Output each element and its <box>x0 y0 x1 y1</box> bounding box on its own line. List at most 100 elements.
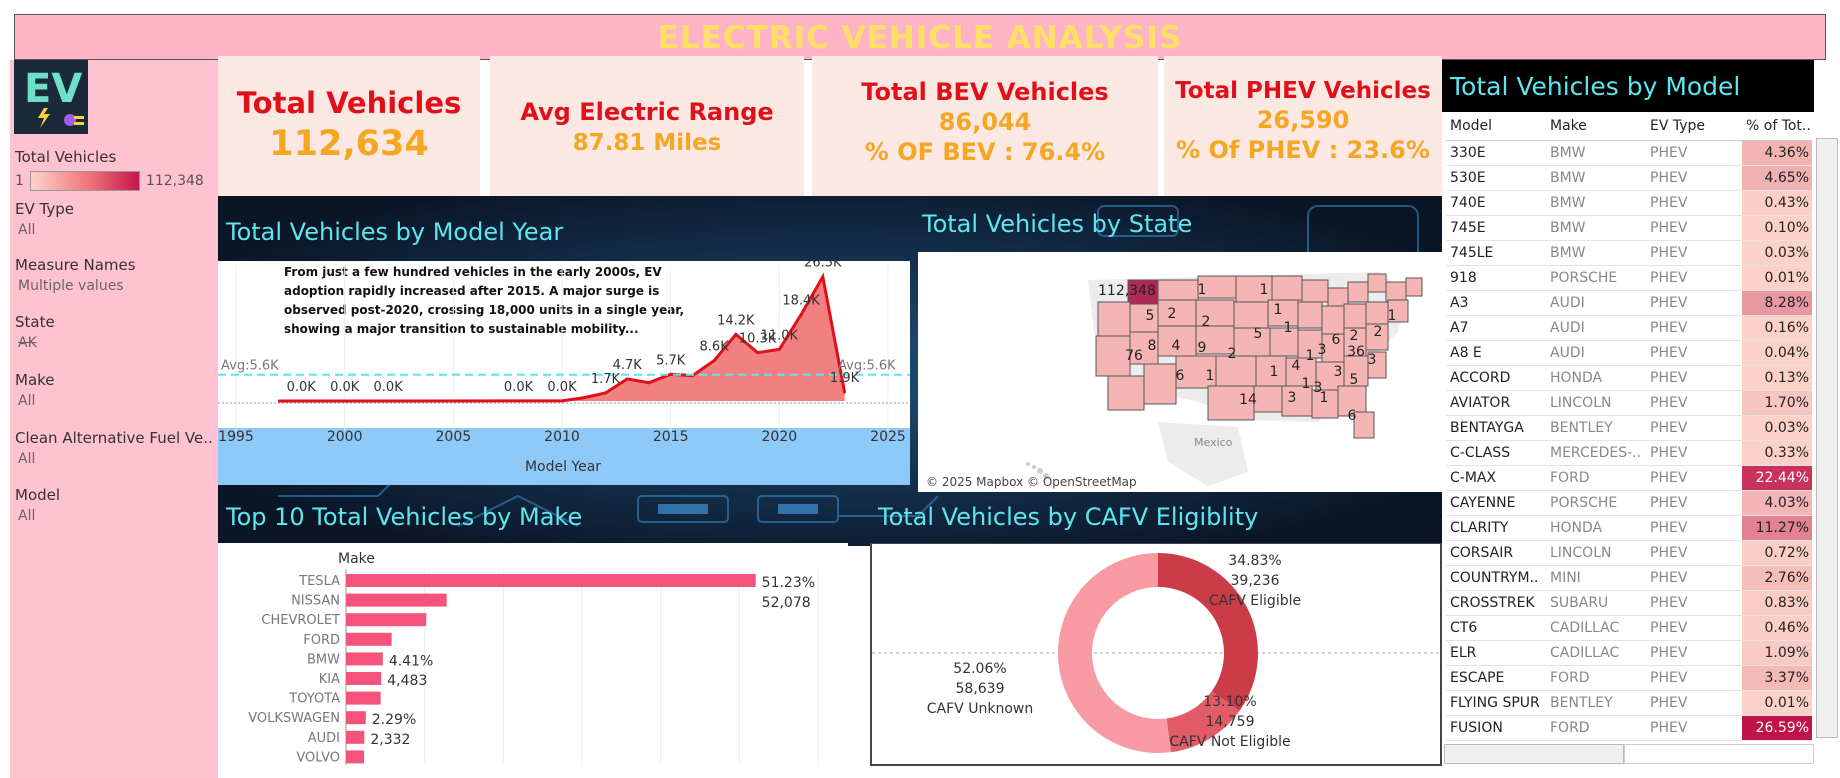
state-shape[interactable] <box>1207 385 1255 421</box>
state-shape[interactable] <box>1321 305 1345 335</box>
filter-measure-names-value[interactable]: Multiple values <box>18 278 124 294</box>
col-model[interactable]: Model <box>1446 113 1546 141</box>
make-bar[interactable] <box>346 593 447 607</box>
make-bar[interactable] <box>346 613 427 627</box>
table-horizontal-scroll-track[interactable] <box>1624 744 1814 764</box>
make-bar[interactable] <box>346 652 383 666</box>
table-row[interactable]: CLARITY HONDA PHEV 11.27% <box>1446 515 1812 541</box>
state-shape[interactable] <box>1281 385 1313 417</box>
state-shape[interactable] <box>1285 357 1317 387</box>
year-point[interactable] <box>603 391 607 395</box>
filter-ev-type-value[interactable]: All <box>18 222 36 238</box>
filter-total-vehicles[interactable]: Total Vehicles 1 112,348 <box>15 148 204 191</box>
make-bar[interactable] <box>346 691 381 705</box>
state-shape[interactable] <box>1343 303 1367 329</box>
state-shape[interactable] <box>1365 301 1389 327</box>
year-point[interactable] <box>408 399 412 403</box>
table-vertical-scrollbar[interactable] <box>1816 138 1838 738</box>
state-shape[interactable] <box>1367 351 1387 379</box>
table-row[interactable]: C-CLASS MERCEDES-.. PHEV 0.33% <box>1446 440 1812 466</box>
table-row[interactable]: CROSSTREK SUBARU PHEV 0.83% <box>1446 590 1812 616</box>
state-shape[interactable] <box>1095 335 1131 377</box>
state-shape[interactable] <box>1347 281 1369 303</box>
table-row[interactable]: CT6 CADILLAC PHEV 0.46% <box>1446 615 1812 641</box>
state-shape[interactable] <box>1157 279 1199 301</box>
state-shape[interactable] <box>1353 411 1375 439</box>
cafv-slice[interactable] <box>1166 691 1240 753</box>
state-shape[interactable] <box>1385 281 1407 303</box>
year-point[interactable] <box>647 381 651 385</box>
col-ev-type[interactable]: EV Type <box>1646 113 1742 141</box>
year-point[interactable] <box>843 390 847 394</box>
year-point[interactable] <box>712 359 716 363</box>
table-row[interactable]: 745E BMW PHEV 0.10% <box>1446 215 1812 241</box>
state-shape[interactable] <box>1271 275 1303 301</box>
year-point[interactable] <box>321 399 325 403</box>
filter-state[interactable]: State AK <box>15 313 55 351</box>
cafv-slice[interactable] <box>1158 553 1258 711</box>
state-shape[interactable] <box>1343 355 1369 387</box>
make-bar[interactable] <box>346 672 382 685</box>
table-row[interactable]: 745LE BMW PHEV 0.03% <box>1446 240 1812 266</box>
year-point[interactable] <box>560 399 564 403</box>
table-row[interactable]: ELR CADILLAC PHEV 1.09% <box>1446 640 1812 666</box>
year-point[interactable] <box>669 372 673 376</box>
filter-measure-names[interactable]: Measure Names Multiple values <box>15 256 136 294</box>
col-pct-total[interactable]: % of Tot.. <box>1742 113 1812 141</box>
make-bar[interactable] <box>346 574 756 587</box>
filter-cafv-value[interactable]: All <box>18 451 36 467</box>
filter-model[interactable]: Model All <box>15 486 60 524</box>
table-row[interactable]: C-MAX FORD PHEV 22.44% <box>1446 465 1812 491</box>
state-shape[interactable] <box>1269 327 1299 357</box>
state-shape[interactable] <box>1157 325 1197 357</box>
state-shape[interactable] <box>1337 385 1367 417</box>
state-shape[interactable] <box>1297 301 1323 329</box>
table-row[interactable]: ACCORD HONDA PHEV 0.13% <box>1446 365 1812 391</box>
state-shape[interactable] <box>1387 299 1409 323</box>
table-row[interactable]: 918 PORSCHE PHEV 0.01% <box>1446 265 1812 291</box>
state-shape[interactable] <box>1129 331 1159 365</box>
state-shape[interactable] <box>1253 385 1283 413</box>
state-shape[interactable] <box>1233 327 1271 357</box>
state-shape[interactable] <box>1175 355 1217 389</box>
state-shape[interactable] <box>1367 273 1387 293</box>
year-point[interactable] <box>517 399 521 403</box>
year-point[interactable] <box>734 332 738 336</box>
table-row[interactable]: A8 E AUDI PHEV 0.04% <box>1446 340 1812 366</box>
table-row[interactable]: AVIATOR LINCOLN PHEV 1.70% <box>1446 390 1812 416</box>
state-shape[interactable] <box>1267 299 1299 327</box>
state-shape[interactable] <box>1195 299 1235 327</box>
state-shape[interactable] <box>1157 299 1197 327</box>
year-point[interactable] <box>582 396 586 400</box>
table-row[interactable]: 740E BMW PHEV 0.43% <box>1446 190 1812 216</box>
make-bar[interactable] <box>346 711 366 725</box>
filter-ev-type[interactable]: EV Type All <box>15 200 74 238</box>
state-shape[interactable] <box>1107 375 1145 411</box>
state-shape[interactable] <box>1129 303 1159 333</box>
year-point[interactable] <box>821 275 825 279</box>
table-row[interactable]: BENTAYGA BENTLEY PHEV 0.03% <box>1446 415 1812 441</box>
state-shape[interactable] <box>1233 301 1269 329</box>
table-row[interactable]: 330E BMW PHEV 4.36% <box>1446 140 1812 166</box>
state-shape[interactable] <box>1235 275 1273 303</box>
table-row[interactable]: COUNTRYM.. MINI PHEV 2.76% <box>1446 565 1812 591</box>
year-point[interactable] <box>799 313 803 317</box>
state-shape[interactable] <box>1405 277 1423 297</box>
state-shape[interactable] <box>1127 279 1159 305</box>
table-row[interactable]: CORSAIR LINCOLN PHEV 0.72% <box>1446 540 1812 566</box>
year-point[interactable] <box>625 377 629 381</box>
table-row[interactable]: A7 AUDI PHEV 0.16% <box>1446 315 1812 341</box>
state-shape[interactable] <box>1097 301 1131 337</box>
filter-cafv[interactable]: Clean Alternative Fuel Ve.. All <box>15 429 213 467</box>
table-row[interactable]: CAYENNE PORSCHE PHEV 4.03% <box>1446 490 1812 516</box>
filter-make[interactable]: Make All <box>15 371 55 409</box>
make-bar[interactable] <box>346 632 392 646</box>
table-row[interactable]: FLYING SPUR BENTLEY PHEV 0.01% <box>1446 690 1812 716</box>
make-bar[interactable] <box>346 730 365 744</box>
table-row[interactable]: ESCAPE FORD PHEV 3.37% <box>1446 665 1812 691</box>
filter-make-value[interactable]: All <box>18 393 36 409</box>
year-point[interactable] <box>777 347 781 351</box>
year-point[interactable] <box>756 351 760 355</box>
